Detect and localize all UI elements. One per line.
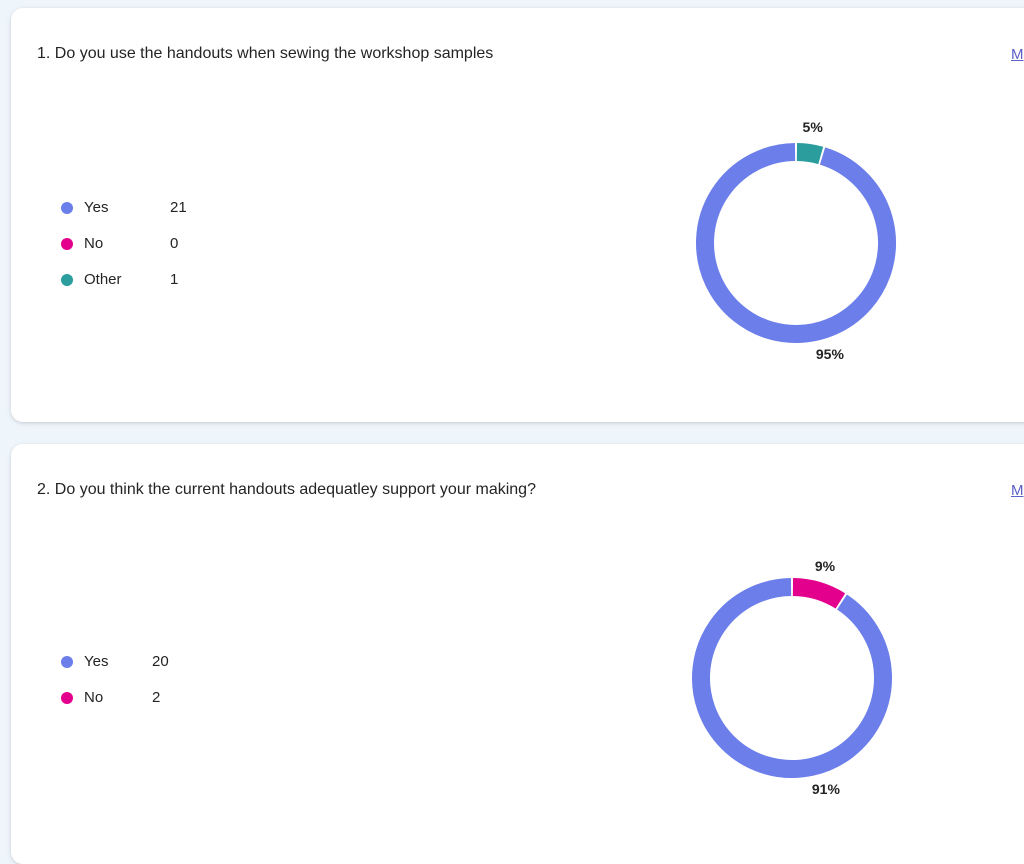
donut-slice-other[interactable] (796, 143, 824, 165)
donut-slice-yes[interactable] (696, 143, 896, 343)
legend-dot-icon (61, 656, 73, 668)
legend-dot-icon (61, 692, 73, 704)
legend-dot-icon (61, 202, 73, 214)
donut-slice-no[interactable] (792, 578, 846, 609)
donut-chart: 95% 5% (696, 119, 896, 362)
question-card-2: 2. Do you think the current handouts ade… (11, 444, 1024, 864)
donut-percent-label: 95% (816, 346, 845, 362)
legend-count: 0 (170, 235, 179, 252)
legend-count: 21 (170, 199, 187, 216)
legend-count: 20 (152, 653, 169, 670)
legend-count: 1 (170, 271, 179, 288)
legend-label: Yes (84, 199, 109, 216)
legend-label: No (84, 235, 104, 252)
legend-label: Yes (84, 653, 109, 670)
donut-percent-label: 9% (815, 558, 836, 574)
legend-label: No (84, 689, 104, 706)
donut-percent-label: 91% (812, 781, 841, 797)
question-title: 1. Do you use the handouts when sewing t… (37, 45, 494, 62)
donut-percent-label: 5% (803, 119, 824, 135)
more-details-link[interactable]: M (1011, 46, 1024, 63)
legend-count: 2 (152, 689, 161, 706)
more-details-link[interactable]: M (1011, 482, 1024, 499)
legend-label: Other (84, 271, 122, 288)
question-card-1: 1. Do you use the handouts when sewing t… (11, 8, 1024, 422)
legend-dot-icon (61, 274, 73, 286)
legend-dot-icon (61, 238, 73, 250)
donut-chart: 91% 9% (692, 558, 892, 797)
question-title: 2. Do you think the current handouts ade… (37, 481, 536, 498)
donut-slice-yes[interactable] (692, 578, 892, 778)
